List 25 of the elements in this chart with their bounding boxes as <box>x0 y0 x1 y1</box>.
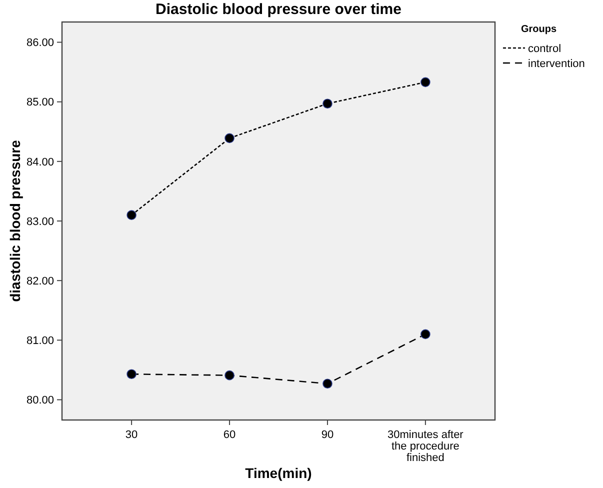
y-tick-label: 81.00 <box>26 335 54 348</box>
y-tick-label: 84.00 <box>26 156 54 168</box>
point <box>420 329 430 340</box>
y-tick-label: 80.00 <box>26 394 54 407</box>
point <box>322 378 332 389</box>
x-tick-label: 30 <box>125 429 138 441</box>
y-tick-label: 85.00 <box>26 96 54 109</box>
point <box>322 98 332 109</box>
chart-title: Diastolic blood pressure over time <box>156 1 402 18</box>
point <box>224 133 234 144</box>
x-tick-label: 90 <box>321 429 334 441</box>
x-tick-label: 60 <box>223 429 236 441</box>
legend-label: intervention <box>528 58 585 70</box>
point <box>126 210 136 220</box>
y-tick-label: 82.00 <box>26 275 54 288</box>
y-tick-label: 86.00 <box>26 37 54 50</box>
legend-title: Groups <box>521 24 557 35</box>
legend-label: control <box>528 42 562 55</box>
point <box>126 369 136 380</box>
y-tick-label: 83.00 <box>26 216 54 228</box>
y-axis-title: diastolic blood pressure <box>7 140 23 302</box>
x-tick-label: 30minutes after the procedure finished <box>388 429 464 464</box>
x-axis-title: Time(min) <box>245 465 312 481</box>
point <box>420 77 430 88</box>
point <box>224 370 234 380</box>
